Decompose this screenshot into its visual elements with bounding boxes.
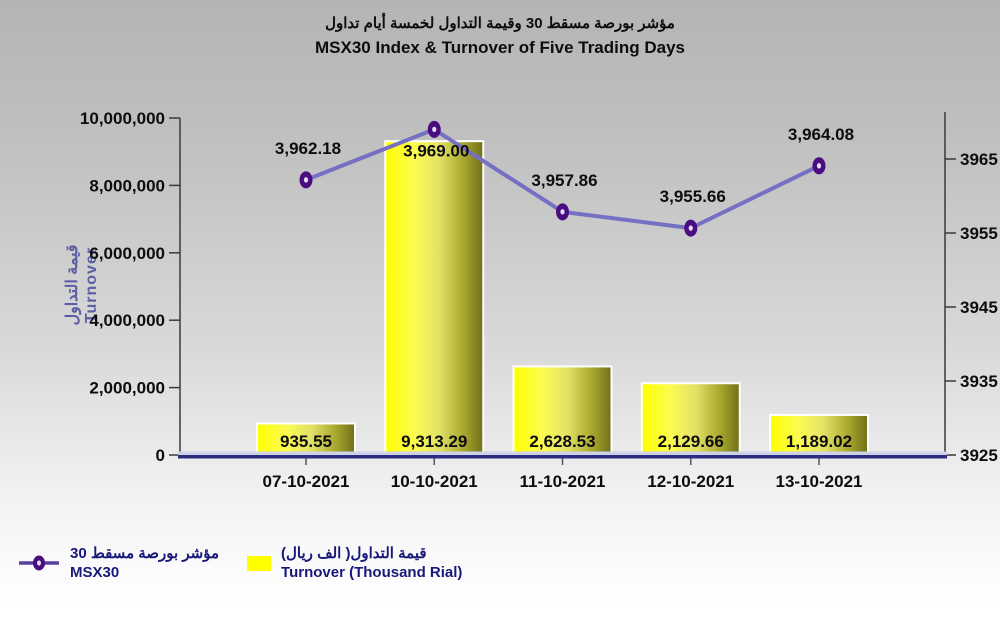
bar-value-label: 9,313.29: [401, 432, 467, 451]
line-marker-center: [688, 225, 693, 231]
right-axis-tick-label: 3965: [960, 150, 998, 169]
left-axis-tick-label: 4,000,000: [89, 311, 165, 330]
line-marker-center: [303, 177, 309, 183]
left-axis-tick-label: 0: [156, 446, 165, 465]
right-axis-tick-label: 3955: [960, 224, 998, 243]
right-axis-tick-label: 3925: [960, 446, 998, 465]
line-point-label: 3,957.86: [531, 171, 597, 190]
legend-label-turnover: قيمة التداول( الف ريال) Turnover (Thousa…: [281, 544, 462, 582]
turnover-bar: [640, 382, 741, 457]
x-axis-line: [178, 455, 947, 459]
legend-label-msx30-arabic: مؤشر بورصة مسقط 30: [70, 545, 220, 562]
chart-title: مؤشر بورصة مسقط 30 وقيمة التداول لخمسة أ…: [0, 14, 1000, 58]
legend-label-turnover-arabic: قيمة التداول( الف ريال): [281, 545, 427, 562]
left-axis-tick-label: 8,000,000: [89, 176, 165, 195]
date-label: 13-10-2021: [776, 472, 863, 491]
chart-title-arabic: مؤشر بورصة مسقط 30 وقيمة التداول لخمسة أ…: [325, 15, 675, 32]
turnover-bar: [256, 422, 356, 456]
legend-label-msx30-english: MSX30: [70, 564, 120, 581]
bar-value-label: 1,189.02: [786, 432, 852, 451]
chart-title-english: MSX30 Index & Turnover of Five Trading D…: [315, 38, 685, 57]
turnover-bar: [384, 140, 485, 456]
line-marker-center: [432, 126, 437, 133]
bar-value-label: 2,129.66: [658, 432, 724, 451]
line-marker-icon: [19, 555, 59, 571]
left-axis-tick-label: 10,000,000: [80, 109, 165, 128]
left-axis-tick-label: 2,000,000: [89, 379, 165, 398]
line-marker-center: [816, 163, 822, 169]
legend-label-turnover-english: Turnover (Thousand Rial): [281, 564, 463, 581]
bar-swatch-icon: [247, 555, 272, 571]
turnover-bar: [769, 413, 869, 456]
line-point-label: 3,955.66: [660, 187, 726, 206]
line-point-label: 3,962.18: [275, 139, 341, 158]
date-label: 12-10-2021: [647, 472, 734, 491]
legend: مؤشر بورصة مسقط 30 MSX30 قيمة التداول( ا…: [18, 544, 462, 582]
x-axis-highlight: [178, 451, 947, 455]
line-point-label: 3,964.08: [788, 125, 854, 144]
turnover-bar: [512, 365, 613, 457]
line-point-label: 3,969.00: [403, 141, 469, 160]
legend-item-turnover: قيمة التداول( الف ريال) Turnover (Thousa…: [247, 544, 462, 582]
bar-value-label: 935.55: [280, 432, 332, 451]
legend-item-msx30: مؤشر بورصة مسقط 30 MSX30: [18, 544, 219, 582]
chart-plot-area: 0 2,000,000 4,000,000 6,000,000 8,000,000 10,…: [80, 109, 998, 491]
left-axis-tick-label: 6,000,000: [89, 244, 165, 263]
date-label: 07-10-2021: [263, 472, 350, 491]
line-marker-center: [560, 209, 565, 215]
date-label: 10-10-2021: [391, 472, 478, 491]
bar-value-label: 2,628.53: [529, 432, 595, 451]
right-axis-tick-label: 3935: [960, 372, 998, 391]
right-axis-tick-label: 3945: [960, 298, 998, 317]
legend-label-msx30: مؤشر بورصة مسقط 30 MSX30: [70, 544, 219, 582]
date-label: 11-10-2021: [519, 472, 605, 491]
